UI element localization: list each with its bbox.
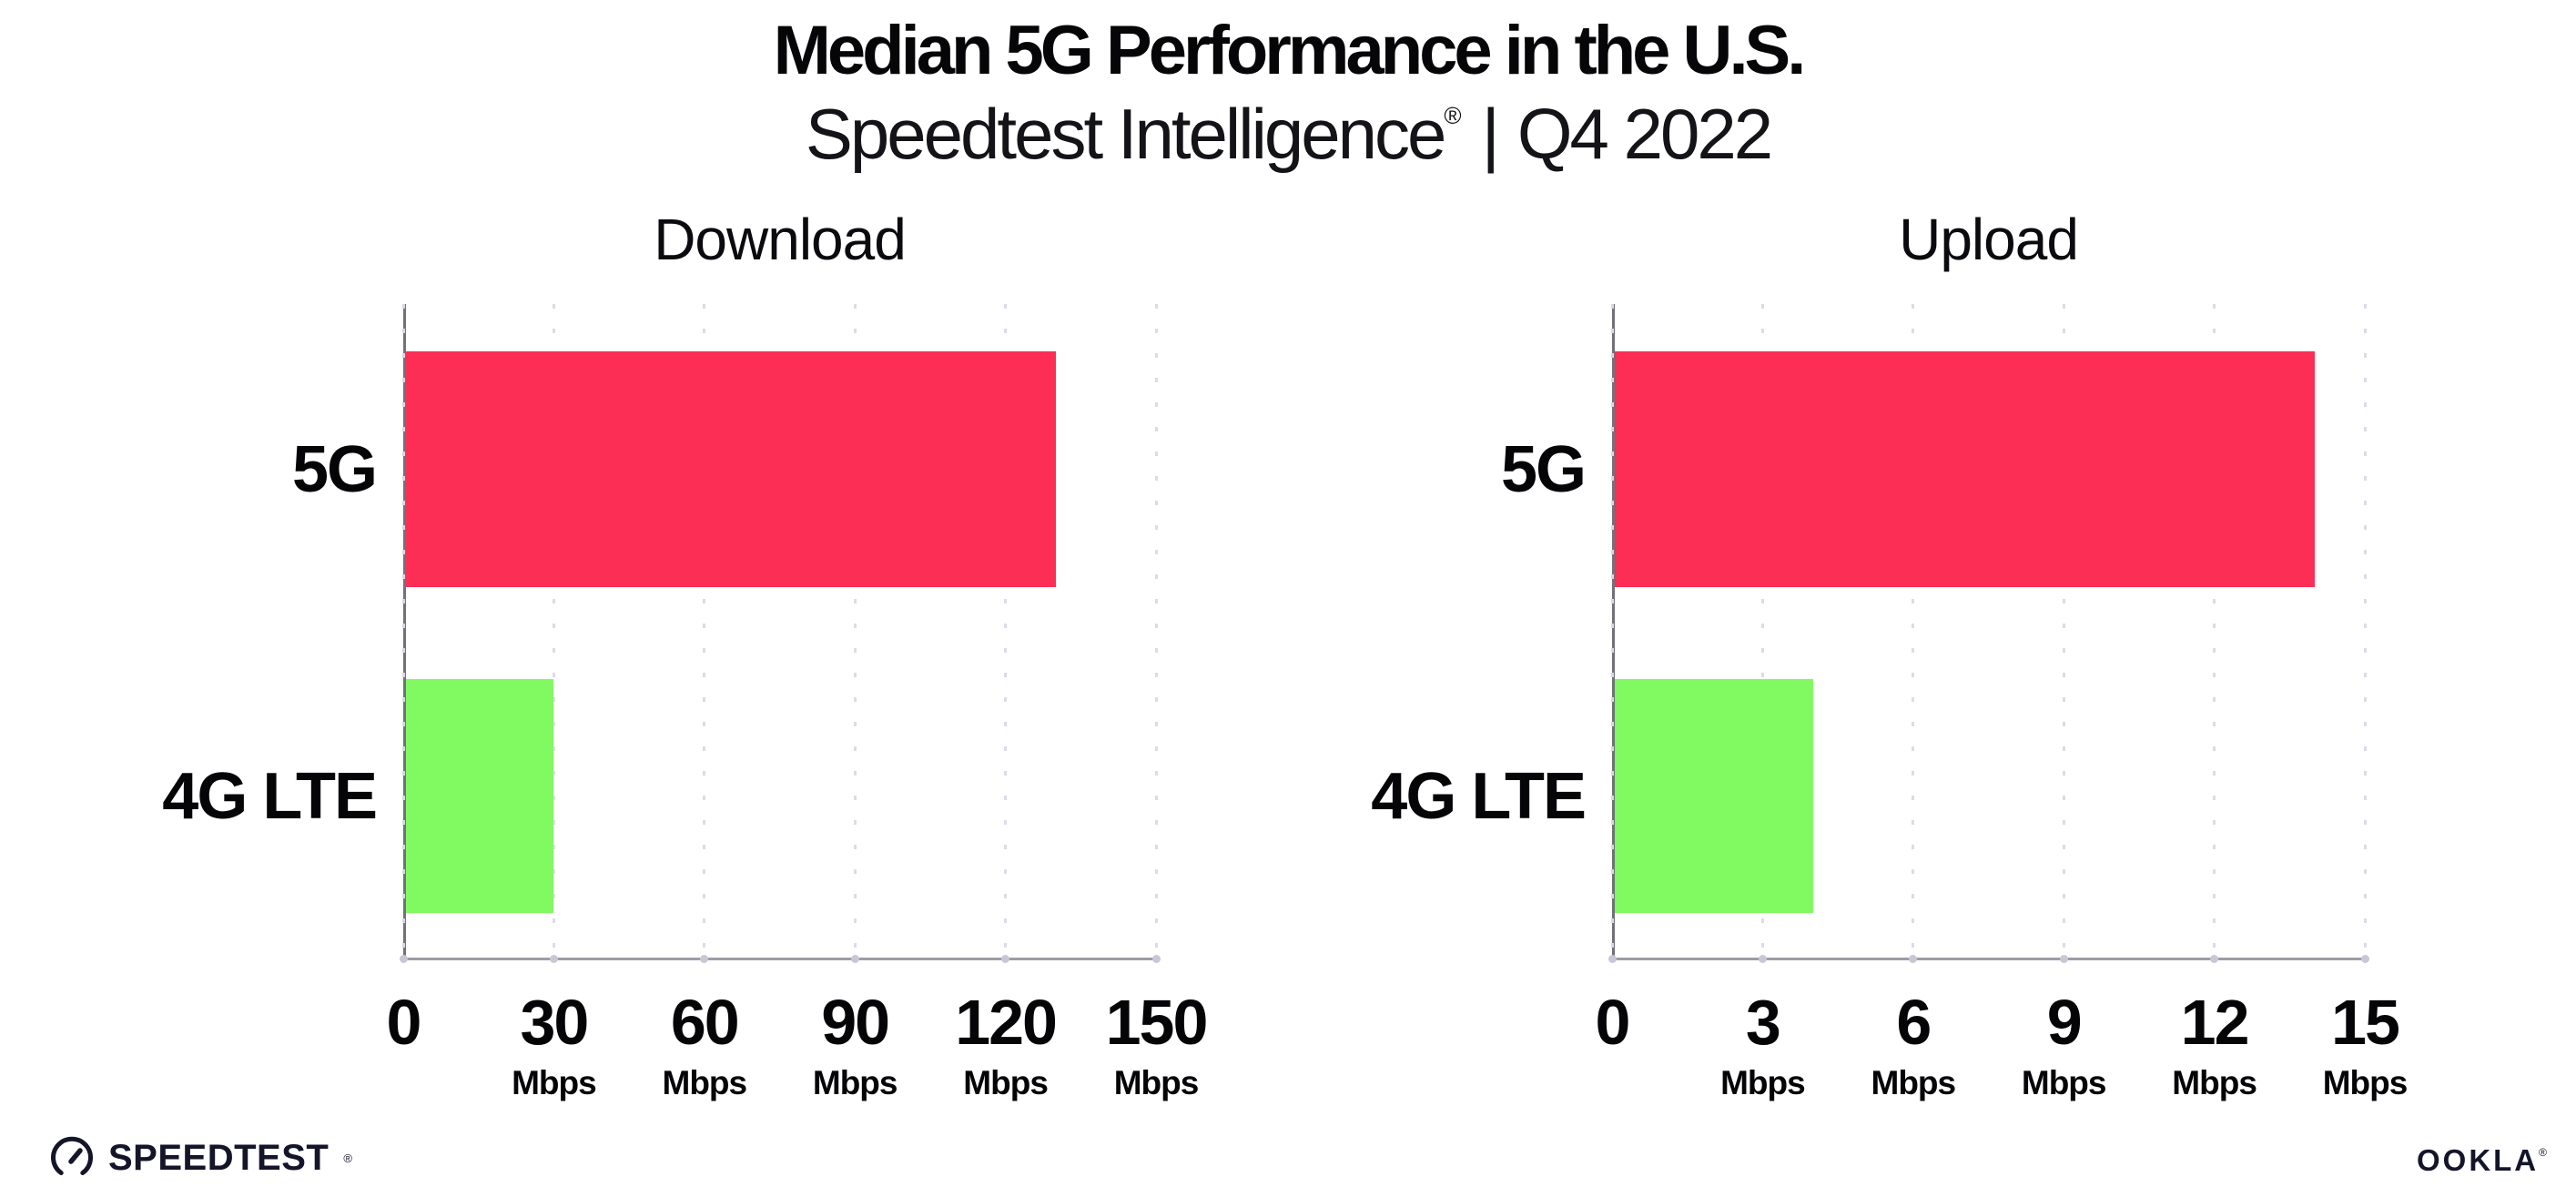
gridline [1760, 304, 1764, 959]
x-tick-label: 60 Mbps [662, 987, 747, 1101]
x-tick-label: 15 Mbps [2322, 987, 2409, 1101]
bar-5g [1615, 351, 2315, 587]
axis-tick-dot [850, 955, 859, 963]
subtitle-separator: | [1481, 94, 1500, 174]
x-tick-unit: Mbps [2172, 1064, 2257, 1101]
category-label: 5G [291, 432, 378, 506]
category-label: 5G [1500, 432, 1587, 506]
axis-tick-dot [1758, 955, 1767, 963]
y-axis [1612, 304, 1615, 959]
x-tick-value: 150 [1105, 987, 1209, 1058]
plot-title: Download [654, 207, 907, 272]
upload-chart: Upload 5G 4G LTE 0 3 Mbps 6 Mbps 9 Mbps 12 Mbps 15 Mb… [1371, 207, 2408, 1100]
x-tick-value: 6 [1896, 987, 1932, 1058]
gridline [2062, 304, 2065, 959]
x-tick-label: 30 Mbps [512, 987, 597, 1101]
gridline [1610, 304, 1614, 959]
axis-tick-dot [2059, 955, 2068, 963]
axis-tick-dot [1909, 955, 1918, 963]
gridline [2213, 304, 2216, 959]
speedtest-logo: SPEEDTEST ® [50, 1136, 352, 1180]
gridline [1004, 304, 1008, 959]
axis-tick-dot [1001, 955, 1010, 963]
category-label: 4G LTE [1371, 759, 1587, 833]
subtitle-brand: Speedtest Intelligence [805, 94, 1447, 174]
gridline [401, 304, 405, 959]
speedtest-logo-text: SPEEDTEST [108, 1137, 330, 1178]
axis-tick-dot [1607, 955, 1617, 963]
x-tick-value: 60 [670, 987, 740, 1058]
x-tick-unit: Mbps [812, 1064, 898, 1101]
axis-tick-dot [399, 955, 408, 963]
y-axis [403, 304, 406, 959]
axis-tick-dot [2210, 955, 2219, 963]
chart-subtitle: Speedtest Intelligence® | Q4 2022 [0, 93, 2576, 176]
axis-tick-dot [1151, 955, 1161, 963]
x-tick-label: 3 Mbps [1720, 987, 1806, 1101]
ookla-logo: OOKLA® [2417, 1143, 2547, 1178]
x-tick-value: 3 [1745, 987, 1781, 1058]
x-tick-label: 120 Mbps [955, 987, 1058, 1101]
x-tick-value: 12 [2180, 987, 2250, 1058]
download-chart: Download 5G 4G LTE 0 30 Mbps 60 Mbps 90 Mbps 120 Mb… [162, 207, 1208, 1100]
x-tick-unit: Mbps [963, 1064, 1049, 1101]
x-tick-label: 90 Mbps [813, 990, 898, 1100]
ookla-registered-mark: ® [2539, 1146, 2547, 1159]
bar-4g-lte [406, 679, 554, 913]
x-tick-unit: Mbps [1871, 1064, 1956, 1101]
x-tick-label: 150 Mbps [1105, 987, 1209, 1101]
axis-tick-dot [549, 955, 558, 963]
gridline [703, 304, 706, 959]
x-tick-label: 0 [1595, 987, 1631, 1058]
registered-mark: ® [1444, 102, 1462, 129]
bar-5g [406, 351, 1056, 587]
x-tick-label: 6 Mbps [1871, 987, 1956, 1101]
x-tick-unit: Mbps [2021, 1064, 2107, 1101]
gridline [552, 304, 555, 959]
x-tick-unit: Mbps [1720, 1064, 1806, 1101]
x-tick-unit: Mbps [662, 1064, 747, 1101]
x-tick-unit: Mbps [2322, 1064, 2409, 1101]
category-label: 4G LTE [162, 759, 378, 833]
gridline [853, 304, 857, 959]
x-tick-value: 30 [520, 987, 589, 1058]
x-axis [403, 958, 1156, 960]
x-tick-value: 0 [1595, 987, 1631, 1058]
bar-4g-lte [1615, 679, 1813, 913]
gridline [1154, 304, 1158, 959]
x-tick-value: 9 [2046, 987, 2083, 1058]
x-tick-value: 0 [386, 987, 422, 1058]
x-tick-value: 90 [821, 987, 890, 1058]
axis-tick-dot [2360, 955, 2369, 963]
ookla-logo-text: OOKLA [2416, 1143, 2540, 1177]
x-tick-value: 15 [2331, 987, 2400, 1058]
x-tick-unit: Mbps [1113, 1064, 1200, 1101]
subtitle-period: Q4 2022 [1516, 94, 1773, 174]
x-tick-label: 0 [386, 987, 422, 1058]
speedometer-gauge-icon [50, 1136, 94, 1180]
page-title: Median 5G Performance in the U.S. [773, 12, 1807, 89]
plot-title: Upload [1899, 207, 2079, 272]
gridline [2363, 304, 2367, 959]
x-tick-unit: Mbps [512, 1064, 597, 1101]
x-tick-label: 9 Mbps [2021, 987, 2107, 1101]
x-axis [1612, 958, 2365, 960]
x-tick-label: 12 Mbps [2172, 990, 2257, 1100]
speedtest-registered-mark: ® [343, 1151, 352, 1165]
x-tick-value: 120 [955, 987, 1058, 1058]
axis-tick-dot [700, 955, 709, 963]
gridline [1912, 304, 1915, 959]
